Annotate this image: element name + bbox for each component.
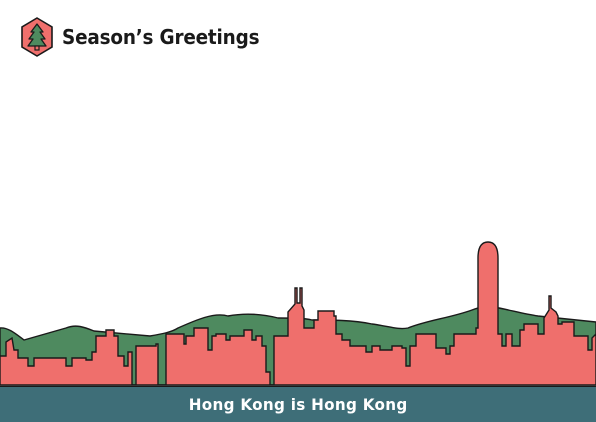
greeting-header: Season’s Greetings	[20, 17, 277, 57]
page-title: Season’s Greetings	[62, 25, 260, 49]
buildings-silhouette	[0, 241, 596, 386]
water-caption-band: Hong Kong is Hong Kong	[0, 386, 596, 422]
hong-kong-skyline-illustration	[0, 241, 596, 386]
caption-text: Hong Kong is Hong Kong	[188, 395, 408, 414]
christmas-tree-hexagon-icon	[21, 17, 53, 57]
